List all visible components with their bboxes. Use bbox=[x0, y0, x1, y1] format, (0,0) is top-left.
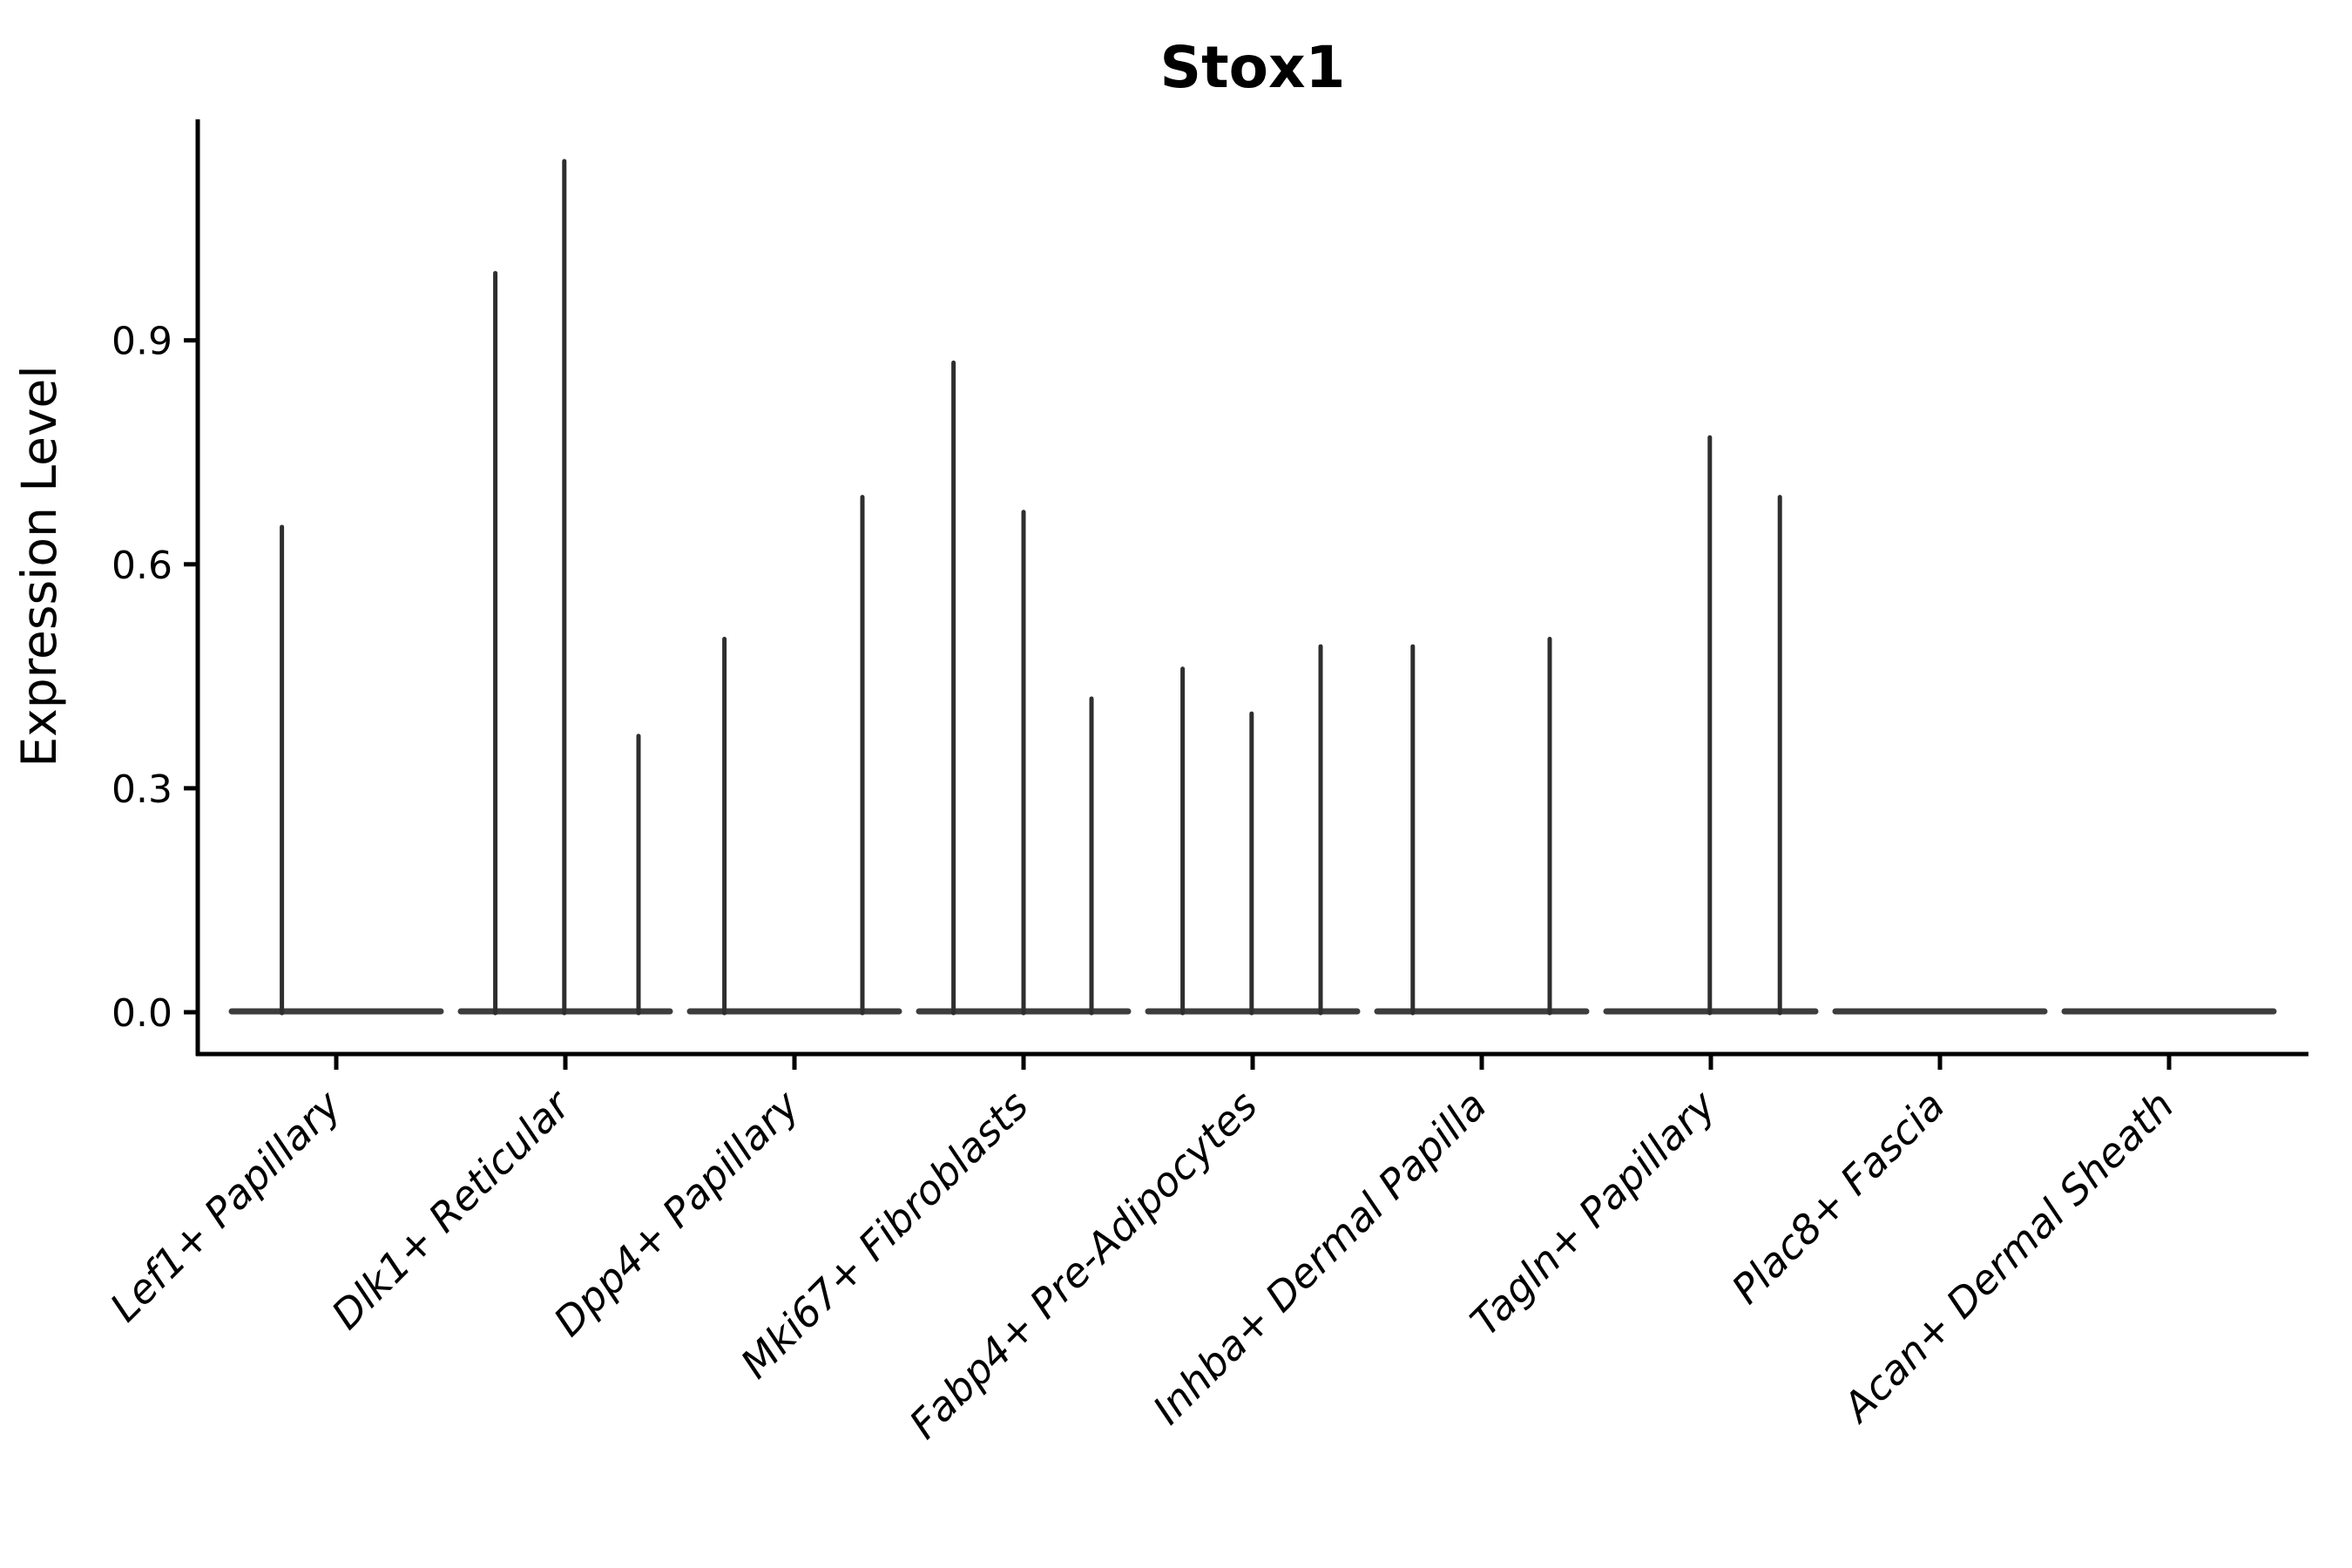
x-tick-label: Lef1+ Papillary bbox=[101, 1081, 350, 1330]
y-tick-label: 0.9 bbox=[112, 320, 172, 364]
y-tick-label: 0.6 bbox=[112, 544, 172, 588]
chart-title: Stox1 bbox=[1160, 34, 1346, 101]
y-axis-label: Expression Level bbox=[11, 365, 67, 767]
x-tick-label: Tagln+ Papillary bbox=[1461, 1081, 1725, 1345]
x-tick-label: Plac8+ Fascia bbox=[1722, 1082, 1953, 1313]
violin-layer bbox=[228, 159, 2277, 1016]
x-tick-label: Dlk1+ Reticular bbox=[322, 1079, 581, 1338]
y-tick-label: 0.3 bbox=[112, 767, 172, 812]
y-tick-label: 0.0 bbox=[112, 991, 172, 1036]
x-tick-label: Dpp4+ Papillary bbox=[544, 1081, 808, 1345]
